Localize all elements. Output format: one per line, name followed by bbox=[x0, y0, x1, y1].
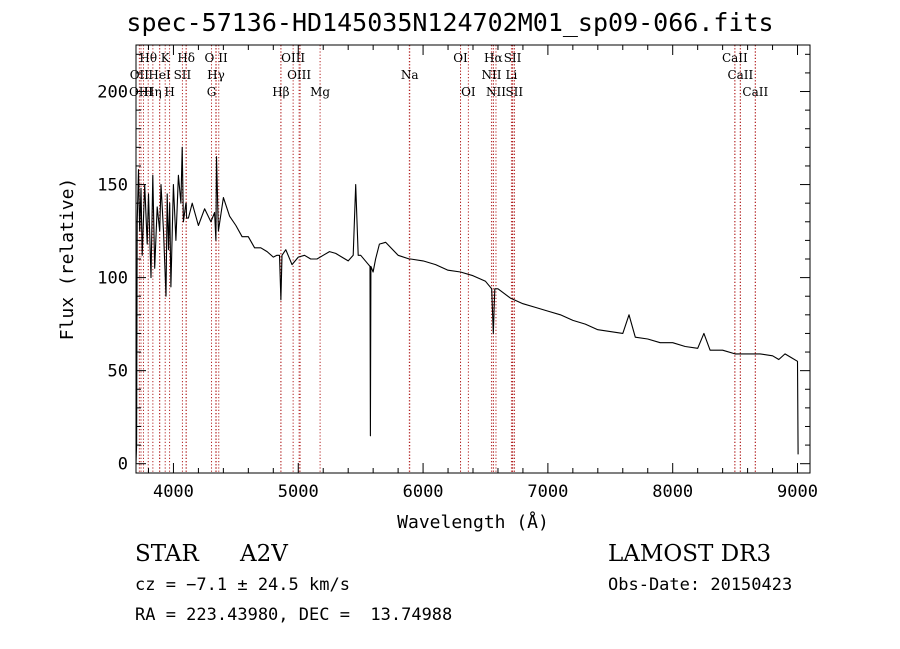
y-tick-label: 100 bbox=[97, 269, 128, 289]
line-label: CaII bbox=[722, 51, 748, 65]
object-class: STAR bbox=[135, 541, 199, 567]
y-tick-label: 150 bbox=[97, 176, 128, 196]
x-tick-label: 7000 bbox=[527, 482, 568, 502]
line-label: G bbox=[207, 85, 217, 99]
line-label: Hγ bbox=[207, 68, 225, 82]
line-label: CaII bbox=[727, 68, 753, 82]
x-tick-label: 4000 bbox=[153, 482, 194, 502]
x-tick-label: 5000 bbox=[278, 482, 319, 502]
line-label: HeI bbox=[148, 68, 171, 82]
coordinates: RA = 223.43980, DEC = 13.74988 bbox=[135, 605, 453, 625]
line-label: NII bbox=[486, 85, 506, 99]
y-axis-label: Flux (relative) bbox=[57, 178, 78, 341]
line-label: Li bbox=[506, 68, 518, 82]
line-label: Mg bbox=[310, 85, 330, 99]
line-label: K bbox=[161, 51, 171, 65]
line-label: Hδ bbox=[177, 51, 195, 65]
line-label: OI bbox=[453, 51, 468, 65]
line-label: Hθ bbox=[139, 51, 157, 65]
survey-name: LAMOST DR3 bbox=[608, 541, 772, 567]
line-label: SII bbox=[174, 68, 192, 82]
line-label: O II bbox=[205, 51, 228, 65]
y-tick-label: 200 bbox=[97, 83, 128, 103]
x-tick-label: 6000 bbox=[403, 482, 444, 502]
line-label: NII bbox=[481, 68, 501, 82]
line-label: OI bbox=[461, 85, 476, 99]
line-label: Hη bbox=[144, 85, 162, 99]
line-label: Hβ bbox=[272, 85, 289, 99]
observation-date: Obs-Date: 20150423 bbox=[608, 575, 793, 595]
spectrum-line bbox=[135, 146, 799, 464]
line-label: SII bbox=[505, 85, 523, 99]
x-axis-label: Wavelength (Å) bbox=[397, 511, 549, 533]
line-label: OIII bbox=[287, 68, 311, 82]
redshift-cz: cz = −7.1 ± 24.5 km/s bbox=[135, 575, 350, 595]
line-label: H bbox=[164, 85, 174, 99]
line-label: OII bbox=[130, 68, 150, 82]
x-tick-label: 8000 bbox=[652, 482, 693, 502]
line-label: Hα bbox=[484, 51, 503, 65]
plot-frame bbox=[135, 44, 811, 474]
line-label: SII bbox=[504, 51, 522, 65]
chart-title: spec-57136-HD145035N124702M01_sp09-066.f… bbox=[126, 8, 774, 37]
object-subclass: A2V bbox=[240, 541, 288, 567]
line-label: Na bbox=[401, 68, 419, 82]
line-label: CaII bbox=[742, 85, 768, 99]
line-label: OIII bbox=[281, 51, 305, 65]
y-tick-label: 50 bbox=[108, 362, 128, 382]
x-tick-label: 9000 bbox=[777, 482, 818, 502]
y-tick-label: 0 bbox=[118, 455, 128, 475]
